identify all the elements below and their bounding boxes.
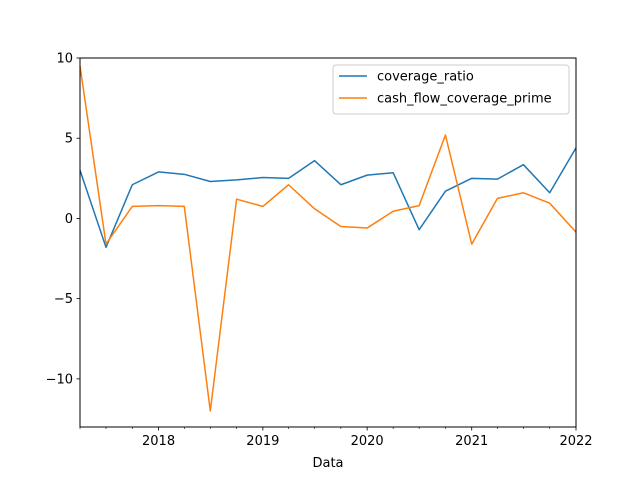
y-axis: −10 −5 0 5 10: [46, 52, 80, 387]
y-tick-label: −5: [54, 292, 73, 307]
x-tick-label: 2018: [142, 434, 175, 449]
legend-box: [332, 64, 570, 115]
x-tick-label: 2021: [455, 434, 488, 449]
x-tick-label: 2022: [559, 434, 592, 449]
series-line-coverage-ratio: [79, 147, 577, 249]
legend-label-cash-flow-coverage-prime: cash_flow_coverage_prime: [377, 92, 552, 107]
plot-frame: [79, 57, 577, 428]
x-tick-label: 2020: [351, 434, 384, 449]
x-tick-label: 2019: [246, 434, 279, 449]
x-axis: 2018 2019 2020 2021 2022: [79, 427, 593, 449]
x-axis-label: Data: [312, 456, 343, 471]
series-line-cash-flow-coverage-prime: [79, 65, 577, 412]
y-tick-label: 5: [65, 132, 73, 147]
legend: coverage_ratio cash_flow_coverage_prime: [332, 64, 570, 115]
y-tick-label: 10: [56, 52, 73, 67]
series-layer: [79, 65, 577, 412]
legend-label-coverage-ratio: coverage_ratio: [377, 70, 474, 85]
y-tick-label: 0: [65, 212, 73, 227]
y-tick-label: −10: [46, 372, 73, 387]
